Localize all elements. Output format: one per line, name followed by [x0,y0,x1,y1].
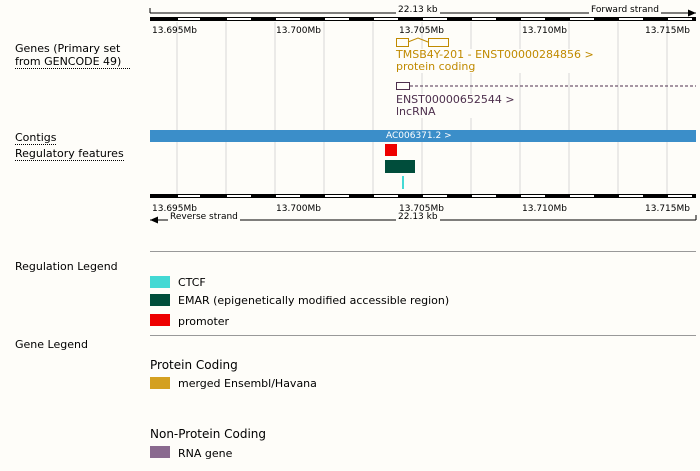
merged-ensembl-havana-swatch [150,377,170,389]
non-protein-coding-heading: Non-Protein Coding [150,427,267,441]
emar-swatch [150,294,170,306]
genes-track-label[interactable]: Genes (Primary set from GENCODE 49) [15,42,130,69]
contigs-track-label[interactable]: Contigs [15,131,57,145]
top-tick-label: 13.710Mb [522,26,567,36]
emar-legend-label: EMAR (epigenetically modified accessible… [178,294,450,307]
bottom-scale-bar [150,194,696,198]
divider [150,251,696,252]
bottom-length-label: 22.13 kb [396,212,440,222]
protein-coding-heading: Protein Coding [150,358,238,372]
reverse-strand-label: Reverse strand [168,212,240,222]
genes-track-label-text: Genes (Primary set from GENCODE 49) [15,42,130,69]
bottom-tick-label: 13.710Mb [522,204,567,214]
regulation-legend-title: Regulation Legend [15,260,118,273]
divider [150,335,696,336]
gene-biotype: lncRNA [396,105,436,118]
top-tick-label: 13.695Mb [152,26,197,36]
contig-label: AC006371.2 > [386,131,452,141]
gene-name: ENST00000652544 > [396,93,515,106]
bottom-tick-label: 13.715Mb [645,204,690,214]
bottom-tick-label: 13.700Mb [276,204,321,214]
top-tick-label: 13.715Mb [645,26,690,36]
ctcf-feature[interactable] [402,176,404,189]
rna-gene-swatch [150,446,170,458]
gene-biotype: protein coding [396,60,476,73]
regulatory-track-label-text: Regulatory features [15,147,124,161]
gene-enst00000652544-glyph[interactable] [396,82,697,90]
gene-tmsb4y-201-glyph[interactable] [396,37,449,47]
gene-legend-title: Gene Legend [15,338,88,351]
promoter-feature[interactable] [385,144,397,156]
top-scale-bar [150,17,696,21]
emar-feature[interactable] [385,160,415,173]
top-length-label: 22.13 kb [396,5,440,15]
contig-bar[interactable] [150,130,696,142]
regulatory-track-label[interactable]: Regulatory features [15,147,124,161]
top-tick-label: 13.700Mb [276,26,321,36]
ctcf-legend-label: CTCF [178,276,206,289]
gene-tmsb4y-201-label[interactable]: TMSB4Y-201 - ENST00000284856 > protein c… [396,49,594,73]
rna-gene-label: RNA gene [178,447,233,460]
contigs-track-label-text: Contigs [15,131,57,145]
bottom-tick-label: 13.695Mb [152,204,197,214]
gene-enst00000652544-label[interactable]: ENST00000652544 > lncRNA [396,94,515,118]
promoter-swatch [150,314,170,326]
bottom-tick-label: 13.705Mb [399,204,444,214]
forward-strand-label: Forward strand [589,5,661,15]
genome-browser-panel[interactable] [0,0,700,260]
gene-name: TMSB4Y-201 - ENST00000284856 > [396,48,594,61]
promoter-legend-label: promoter [178,315,230,328]
merged-ensembl-havana-label: merged Ensembl/Havana [178,377,317,390]
top-tick-label: 13.705Mb [399,26,444,36]
ctcf-swatch [150,276,170,288]
